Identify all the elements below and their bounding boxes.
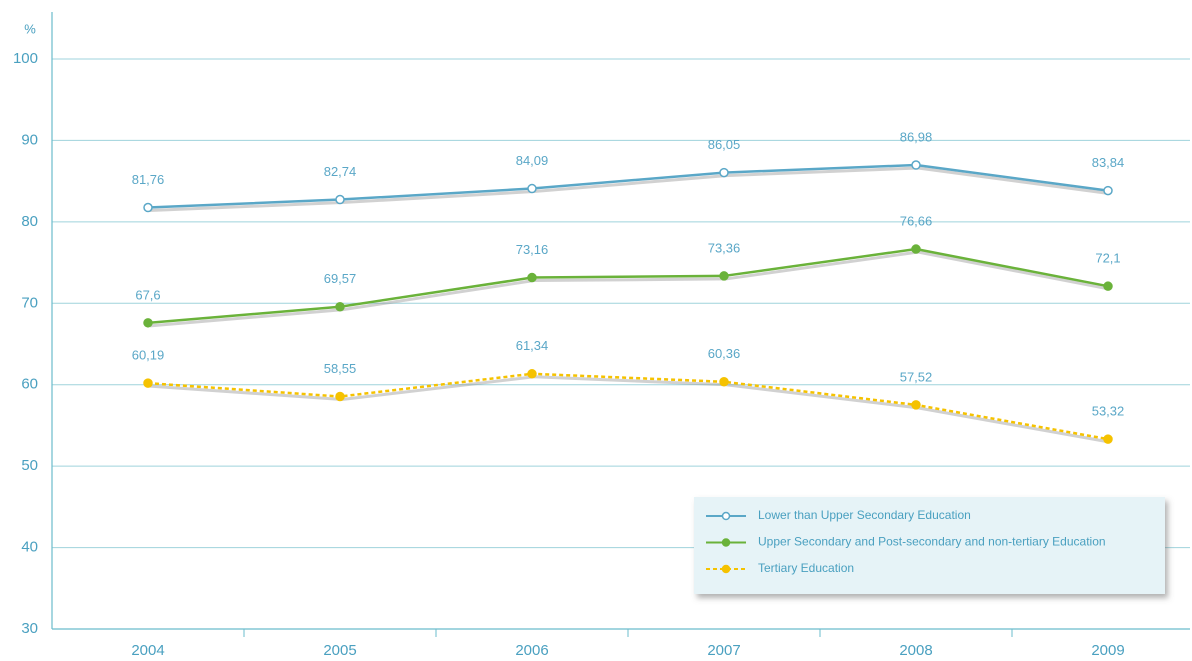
data-label: 73,16	[516, 242, 549, 257]
legend-marker	[721, 511, 731, 521]
point	[335, 391, 345, 402]
data-label: 60,36	[708, 346, 741, 361]
x-tick-label: 2004	[131, 642, 164, 659]
series-line	[147, 247, 1109, 325]
point	[1103, 185, 1113, 196]
data-label: 82,74	[324, 164, 357, 179]
legend-label: Upper Secondary and Post-secondary and n…	[758, 535, 1106, 549]
y-tick-label: 40	[21, 539, 38, 556]
data-label: 84,09	[516, 153, 549, 168]
point	[719, 167, 729, 178]
point	[1103, 434, 1113, 444]
point	[911, 244, 921, 254]
y-tick-label: 30	[21, 620, 38, 637]
y-tick-label: 70	[21, 294, 38, 311]
data-label: 86,98	[900, 129, 933, 144]
point	[335, 302, 345, 312]
point	[527, 369, 537, 379]
x-tick-label: 2008	[899, 642, 932, 659]
data-label: 69,57	[324, 271, 357, 286]
line-shadow	[149, 166, 1111, 213]
legend-label: Tertiary Education	[758, 561, 854, 575]
data-label: 73,36	[708, 240, 741, 255]
point	[527, 183, 537, 194]
data-label: 86,05	[708, 137, 741, 152]
y-tick-label: 100	[13, 50, 38, 67]
legend-box	[694, 497, 1165, 594]
data-label: 67,6	[135, 287, 160, 302]
y-tick-label: 80	[21, 213, 38, 230]
data-label: 58,55	[324, 361, 357, 376]
x-tick-label: 2007	[707, 642, 740, 659]
y-axis-label: %	[24, 21, 36, 36]
point	[1103, 281, 1113, 291]
data-label: 83,84	[1092, 155, 1125, 170]
series-line	[147, 372, 1109, 441]
point	[143, 318, 153, 328]
data-label: 81,76	[132, 172, 165, 187]
point	[719, 271, 729, 281]
data-label: 72,1	[1095, 251, 1120, 266]
legend-label: Lower than Upper Secondary Education	[758, 508, 971, 522]
data-label: 61,34	[516, 338, 549, 353]
x-tick-label: 2009	[1091, 642, 1124, 659]
point	[911, 160, 921, 170]
point	[719, 377, 729, 387]
x-tick-label: 2005	[323, 642, 356, 659]
line-shadow	[149, 250, 1111, 328]
legend-marker	[721, 564, 731, 574]
data-label: 57,52	[900, 369, 933, 384]
x-tick-label: 2006	[515, 642, 548, 659]
point	[911, 400, 921, 410]
line-shadow	[149, 375, 1111, 444]
legend-marker	[721, 538, 731, 547]
point	[143, 202, 153, 213]
y-tick-label: 90	[21, 131, 38, 148]
data-label: 53,32	[1092, 404, 1125, 419]
point	[527, 272, 537, 283]
point	[143, 378, 153, 388]
data-label: 60,19	[132, 348, 165, 363]
point	[335, 194, 345, 205]
y-tick-label: 60	[21, 376, 38, 393]
series-line	[147, 163, 1109, 209]
y-tick-label: 50	[21, 457, 38, 474]
data-label: 76,66	[900, 213, 933, 228]
